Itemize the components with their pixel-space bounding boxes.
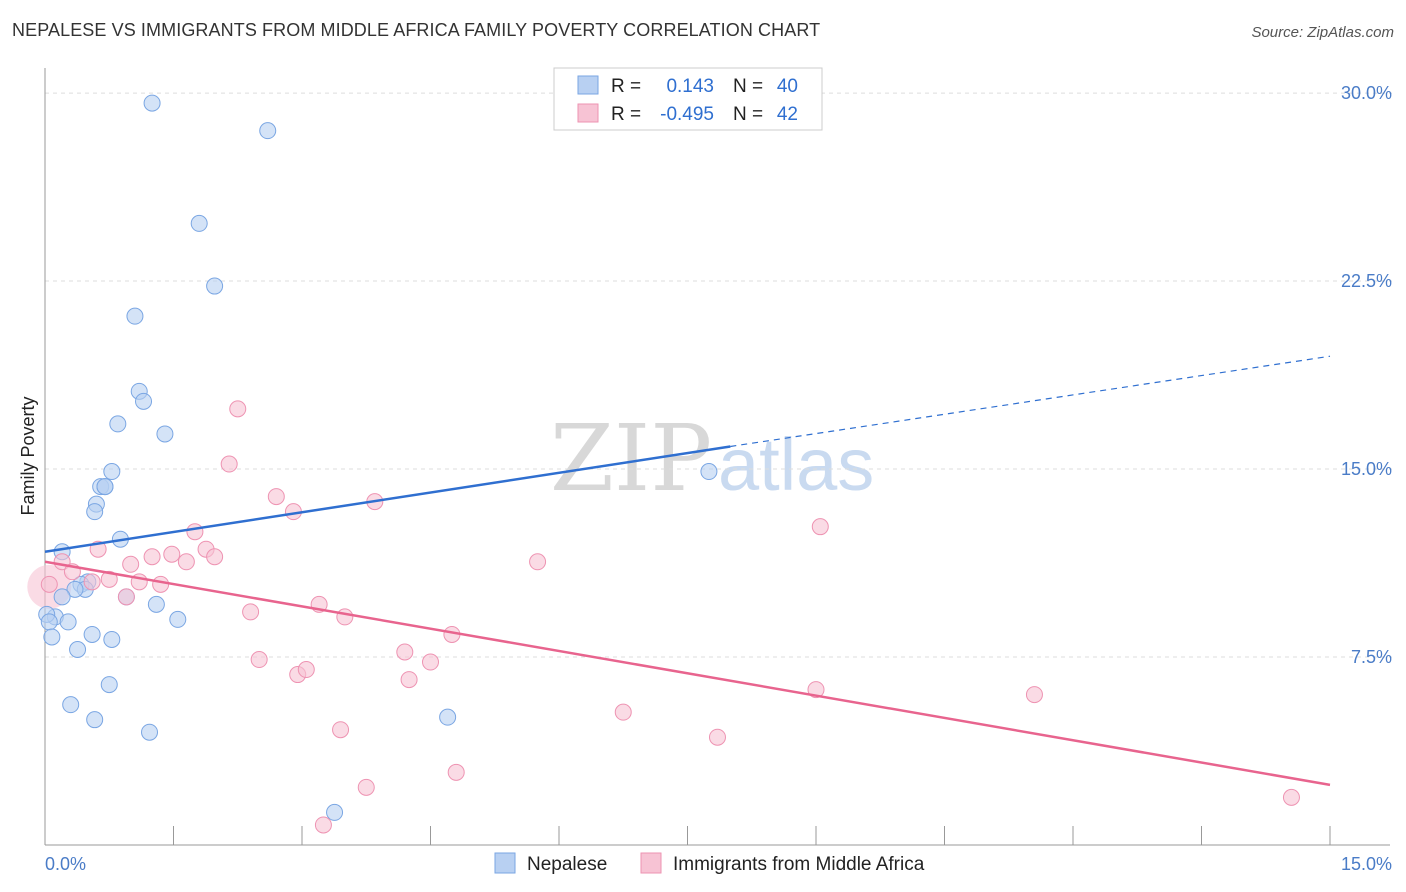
bottom-legend-swatch-immigrants (640, 852, 662, 874)
immigrants-point (242, 603, 260, 621)
nepalese-point (59, 613, 77, 631)
x-tick-label-max: 15.0% (1341, 854, 1392, 874)
immigrants-point (447, 763, 465, 781)
immigrants-point (614, 703, 632, 721)
nepalese-point (43, 628, 61, 646)
immigrants-point (229, 400, 247, 418)
legend-swatch-nepalese (577, 75, 599, 95)
y-tick-label: 15.0% (1341, 459, 1392, 479)
legend-r-value-2: -0.495 (660, 104, 714, 125)
legend-r-value-1: 0.143 (666, 76, 714, 97)
nepalese-point (190, 214, 208, 232)
immigrants-point (396, 643, 414, 661)
legend-swatch-immigrants (577, 103, 599, 123)
nepalese-point (53, 588, 71, 606)
nepalese-point (439, 708, 457, 726)
legend-n-label-1: N = (733, 76, 763, 97)
immigrants-point (1282, 788, 1300, 806)
immigrants-point (1025, 686, 1043, 704)
chart-title: NEPALESE VS IMMIGRANTS FROM MIDDLE AFRIC… (12, 20, 821, 40)
nepalese-point (141, 723, 159, 741)
nepalese-point (100, 676, 118, 694)
nepalese-point (326, 803, 344, 821)
nepalese-point (86, 503, 104, 521)
watermark-atlas: atlas (718, 423, 874, 506)
immigrants-point (297, 661, 315, 679)
y-tick-label: 7.5% (1351, 647, 1392, 667)
immigrants-point (83, 573, 101, 591)
watermark-zip: ZIP (550, 405, 712, 512)
immigrants-point (117, 588, 135, 606)
nepalese-point (135, 392, 153, 410)
nepalese-point (62, 696, 80, 714)
nepalese-point (156, 425, 174, 443)
nepalese-point (109, 415, 127, 433)
y-axis-title: Family Poverty (18, 396, 38, 515)
immigrants-point (708, 728, 726, 746)
immigrants-point (220, 455, 238, 473)
nepalese-point (147, 595, 165, 613)
x-ticks (173, 826, 1331, 845)
gridlines (45, 92, 1392, 658)
nepalese-point (69, 640, 87, 658)
nepalese-point (103, 463, 121, 481)
y-tick-label: 30.0% (1341, 83, 1392, 103)
source-label: Source: ZipAtlas.com (1251, 24, 1394, 41)
nepalese-point (86, 711, 104, 729)
stats-legend: R = 0.143 N = 40 R = -0.495 N = 42 (553, 67, 823, 131)
nepalese-point (103, 630, 121, 648)
x-tick-label-min: 0.0% (45, 854, 86, 874)
trend-lines (44, 355, 1331, 787)
nepalese-point (169, 610, 187, 628)
immigrants-point (336, 608, 354, 626)
bottom-legend-swatch-nepalese (494, 852, 516, 874)
immigrants-point (267, 488, 285, 506)
nepalese-point (206, 277, 224, 295)
y-tick-labels: 7.5% 15.0% 22.5% 30.0% (1341, 83, 1392, 667)
immigrants-point (811, 518, 829, 536)
immigrants-point (177, 553, 195, 571)
immigrants-point (143, 548, 161, 566)
immigrants-point (422, 653, 439, 671)
immigrants-point (250, 651, 268, 669)
legend-n-value-2: 42 (777, 104, 798, 125)
nepalese-point (143, 94, 161, 112)
immigrants-point (100, 570, 118, 588)
nepalese-point (66, 580, 84, 598)
immigrants-point (186, 523, 204, 541)
legend-r-label-2: R = (611, 104, 641, 125)
y-tick-label: 22.5% (1341, 271, 1392, 291)
immigrants-point (40, 575, 58, 593)
bottom-legend-label-nepalese: Nepalese (527, 854, 607, 875)
immigrants-point (400, 671, 418, 689)
legend-n-label-2: N = (733, 104, 763, 125)
nepalese-point (126, 307, 144, 325)
nepalese-trend-extension (730, 355, 1331, 448)
immigrants-point (529, 553, 547, 571)
nepalese-point (96, 478, 114, 496)
axes (44, 68, 1390, 846)
nepalese-point (700, 463, 718, 481)
legend-n-value-1: 40 (777, 76, 798, 97)
stats-legend-box (553, 67, 823, 131)
immigrants-point (152, 575, 170, 593)
bottom-legend-label-immigrants: Immigrants from Middle Africa (673, 854, 925, 875)
immigrants-point (332, 721, 350, 739)
immigrants-point (807, 681, 825, 699)
immigrants-trend-line (44, 560, 1331, 787)
nepalese-trend-line (44, 445, 731, 553)
immigrants-point (206, 548, 224, 566)
legend-r-label-1: R = (611, 76, 641, 97)
immigrants-point (357, 778, 375, 796)
immigrants-point (314, 816, 332, 834)
nepalese-point (83, 625, 101, 643)
nepalese-point (40, 613, 58, 631)
data-points (27, 94, 1300, 834)
immigrants-point (163, 545, 181, 563)
immigrants-point (122, 555, 140, 573)
nepalese-point (259, 122, 277, 140)
series-legend: Nepalese Immigrants from Middle Africa (494, 852, 925, 875)
